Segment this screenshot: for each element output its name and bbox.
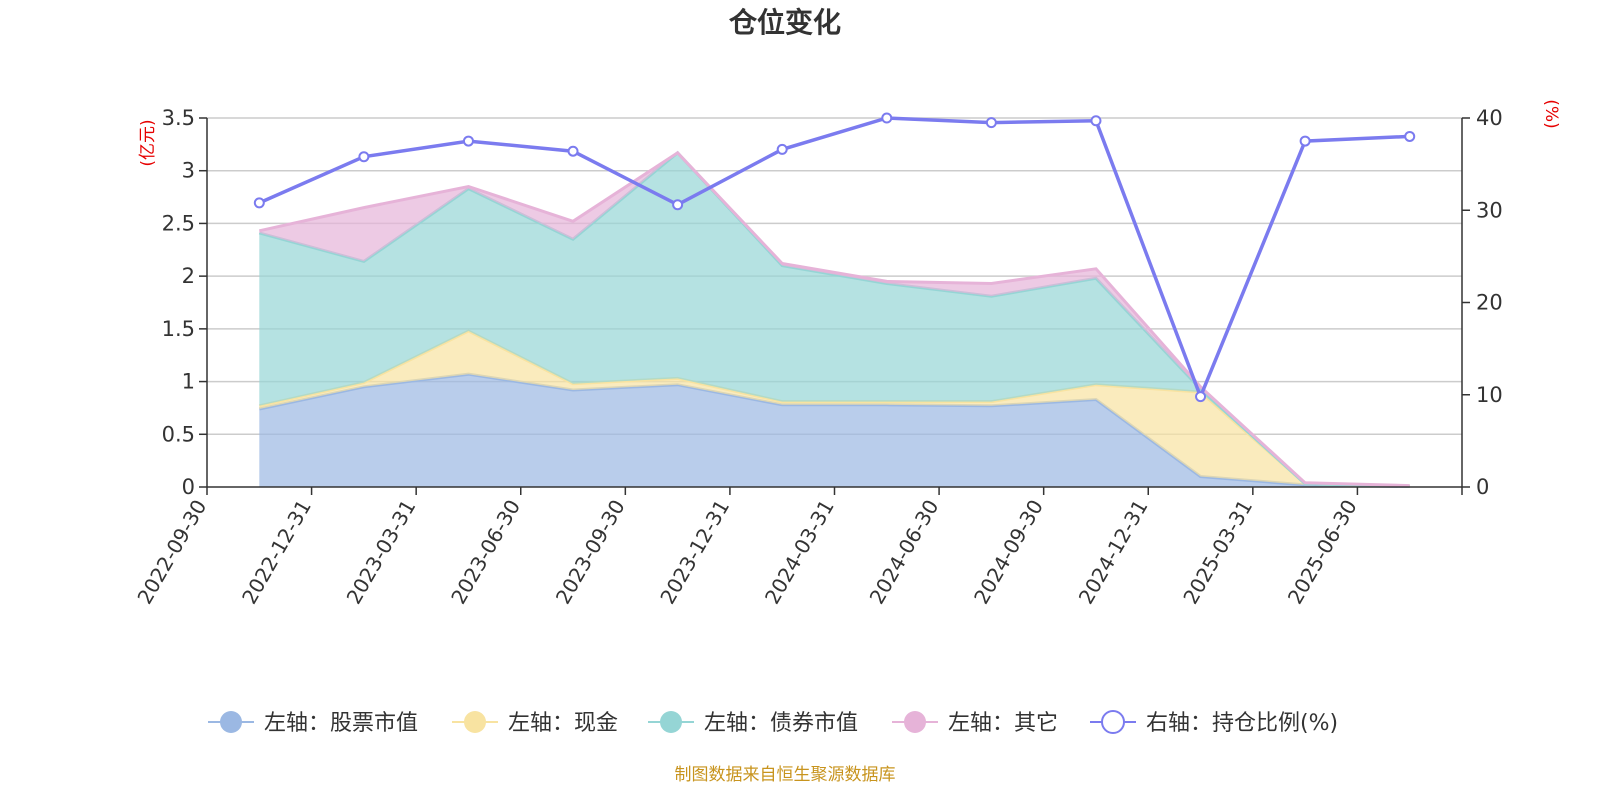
left-axis-tick-label: 3 xyxy=(182,159,195,183)
legend-item[interactable]: 左轴：现金 xyxy=(452,711,618,736)
x-axis-tick-label: 2022-12-31 xyxy=(237,496,316,609)
x-axis-tick-label: 2024-06-30 xyxy=(865,495,944,608)
right-axis-unit: (%) xyxy=(1541,99,1561,128)
legend-marker xyxy=(660,711,682,733)
area-fill-1 xyxy=(259,374,1410,487)
ratio-point xyxy=(1195,391,1207,403)
stacked-areas xyxy=(258,150,1410,488)
ratio-point xyxy=(985,117,997,129)
left-axis-tick-label: 1.5 xyxy=(162,317,195,341)
legend-item[interactable]: 右轴：持仓比例(%) xyxy=(1090,710,1338,736)
ratio-point xyxy=(1299,135,1311,147)
left-axis-tick-label: 2.5 xyxy=(162,211,195,235)
legend[interactable]: 左轴：股票市值 左轴：现金 左轴：债券市值 左轴：其它 右轴：持仓比例(%) xyxy=(208,710,1338,736)
legend-marker xyxy=(1101,710,1125,734)
ratio-point xyxy=(1404,130,1416,142)
legend-label: 左轴：债券市值 xyxy=(704,711,858,736)
ratio-point xyxy=(253,197,265,209)
ratio-point xyxy=(776,143,788,155)
legend-item[interactable]: 左轴：其它 xyxy=(892,711,1058,736)
x-axis-tick-label: 2023-09-30 xyxy=(551,496,630,609)
left-axis-tick-label: 1 xyxy=(182,370,195,394)
legend-item[interactable]: 左轴：股票市值 xyxy=(208,711,418,736)
ratio-point xyxy=(358,151,370,163)
left-axis-tick-label: 3.5 xyxy=(162,106,195,130)
x-axis-tick-label: 2025-06-30 xyxy=(1283,496,1362,609)
chart-title: 仓位变化 xyxy=(729,6,841,39)
left-axis-unit: (亿元) xyxy=(138,119,158,166)
area-fill-2 xyxy=(259,331,1410,487)
right-axis-tick-label: 10 xyxy=(1476,383,1503,407)
x-axis-tick-label: 2023-06-30 xyxy=(446,496,525,609)
ratio-point xyxy=(1090,115,1102,127)
x-axis-tick-label: 2025-03-31 xyxy=(1178,496,1257,609)
legend-label: 左轴：其它 xyxy=(948,711,1058,736)
left-axis-tick-label: 2 xyxy=(182,264,195,288)
x-axis-tick-label: 2023-03-31 xyxy=(342,495,421,608)
legend-marker xyxy=(464,711,486,733)
ratio-line-path xyxy=(258,116,1410,402)
x-axis-tick-label: 2024-09-30 xyxy=(969,496,1048,609)
ratio-line xyxy=(253,112,1416,403)
right-axis-tick-label: 30 xyxy=(1476,198,1503,222)
ratio-point xyxy=(672,199,684,211)
area-edge-4 xyxy=(258,150,1410,488)
legend-label: 左轴：现金 xyxy=(508,711,618,736)
right-axis-tick-label: 0 xyxy=(1476,475,1489,499)
x-axis-tick-label: 2022-09-30 xyxy=(132,496,211,609)
legend-marker xyxy=(220,711,242,733)
legend-item[interactable]: 左轴：债券市值 xyxy=(648,711,858,736)
area-fill-3 xyxy=(259,152,1410,487)
ratio-point xyxy=(567,145,579,157)
legend-label: 左轴：股票市值 xyxy=(264,711,418,736)
x-axis-tick-label: 2024-03-31 xyxy=(760,496,839,609)
left-axis-tick-label: 0.5 xyxy=(162,422,195,446)
left-axis-tick-label: 0 xyxy=(182,475,195,499)
legend-marker xyxy=(904,711,926,733)
x-axis-tick-label: 2023-12-31 xyxy=(655,496,734,609)
ratio-point xyxy=(881,112,893,124)
data-source-note: 制图数据来自恒生聚源数据库 xyxy=(675,765,896,785)
right-axis-tick-label: 20 xyxy=(1476,291,1503,315)
right-axis-tick-label: 40 xyxy=(1476,106,1503,130)
x-axis-tick-label: 2024-12-31 xyxy=(1074,496,1153,609)
legend-label: 右轴：持仓比例(%) xyxy=(1146,711,1338,736)
ratio-point xyxy=(462,135,474,147)
